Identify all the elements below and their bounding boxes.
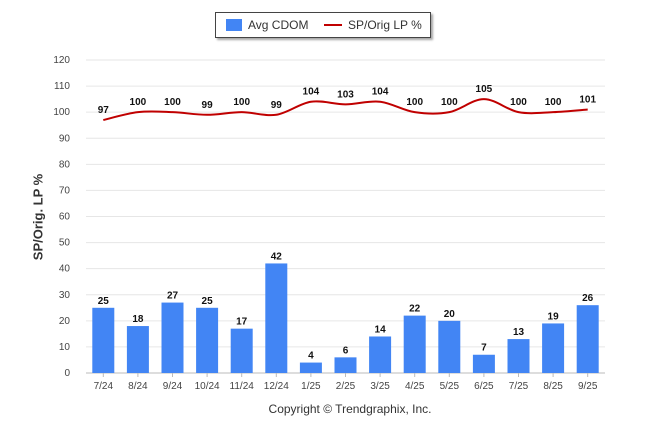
y-tick-label: 50: [59, 238, 71, 249]
y-tick-label: 100: [53, 107, 70, 118]
bar-data-label: 7: [481, 343, 487, 354]
bar-data-label: 4: [308, 351, 314, 362]
bar-data-label: 27: [167, 291, 179, 302]
line-data-label: 99: [202, 100, 214, 111]
x-tick-label: 3/25: [370, 381, 390, 392]
x-tick-label: 2/25: [336, 381, 356, 392]
legend-item-line: SP/Orig LP %: [324, 18, 422, 32]
y-tick-label: 30: [59, 290, 71, 301]
bar: [161, 302, 184, 373]
x-tick-label: 9/25: [578, 381, 598, 392]
bar: [576, 305, 599, 373]
line-data-label: 105: [476, 84, 493, 95]
bar: [230, 328, 253, 373]
bar: [196, 307, 219, 373]
x-tick-label: 12/24: [264, 381, 289, 392]
y-tick-label: 120: [53, 55, 70, 66]
bar: [334, 357, 357, 373]
bar: [507, 339, 530, 373]
bar-data-label: 42: [271, 251, 283, 262]
bar: [403, 315, 426, 373]
bar-data-label: 26: [582, 293, 594, 304]
y-tick-label: 10: [59, 342, 71, 353]
line-data-label: 103: [337, 89, 354, 100]
line-data-label: 104: [372, 87, 389, 98]
y-tick-label: 0: [64, 368, 70, 379]
legend-item-bars: Avg CDOM: [226, 18, 308, 32]
bar-data-label: 13: [513, 327, 525, 338]
bar: [542, 323, 565, 373]
bar-data-label: 25: [202, 296, 214, 307]
line-data-label: 101: [579, 95, 596, 106]
y-axis-label: SP/Orig. LP %: [30, 173, 46, 261]
x-tick-label: 10/24: [195, 381, 220, 392]
line-data-label: 100: [233, 97, 250, 108]
x-tick-label: 4/25: [405, 381, 425, 392]
line-data-label: 104: [303, 87, 320, 98]
bar-data-label: 25: [98, 296, 110, 307]
bar-data-label: 6: [343, 345, 349, 356]
line-data-label: 97: [98, 105, 110, 116]
x-tick-label: 8/25: [543, 381, 563, 392]
legend-label-line: SP/Orig LP %: [348, 18, 422, 32]
x-tick-label: 7/25: [509, 381, 529, 392]
legend-label-bars: Avg CDOM: [248, 18, 309, 32]
line-data-label: 100: [130, 97, 147, 108]
y-tick-label: 90: [59, 133, 71, 144]
bar-data-label: 18: [132, 314, 144, 325]
bar: [472, 354, 495, 373]
x-tick-label: 8/24: [128, 381, 148, 392]
x-tick-label: 9/24: [163, 381, 183, 392]
bar-data-label: 17: [236, 317, 248, 328]
series-line: [103, 98, 588, 121]
line-data-label: 100: [510, 97, 527, 108]
y-tick-label: 60: [59, 212, 71, 223]
x-tick-label: 1/25: [301, 381, 321, 392]
line-data-label: 100: [406, 97, 423, 108]
bar: [369, 336, 392, 373]
y-tick-label: 80: [59, 159, 71, 170]
line-data-label: 100: [441, 97, 458, 108]
legend-line-swatch: [324, 24, 342, 26]
x-tick-label: 7/24: [94, 381, 114, 392]
y-tick-label: 70: [59, 185, 71, 196]
legend: Avg CDOM SP/Orig LP %: [215, 12, 431, 38]
x-tick-label: 6/25: [474, 381, 494, 392]
line-data-label: 100: [545, 97, 562, 108]
bar-data-label: 22: [409, 304, 421, 315]
bar: [92, 307, 115, 373]
line-data-label: 100: [164, 97, 181, 108]
bar-data-label: 19: [548, 311, 560, 322]
bar-data-label: 14: [375, 324, 387, 335]
y-tick-label: 110: [54, 81, 70, 92]
copyright: Copyright © Trendgraphix, Inc.: [268, 402, 432, 416]
y-tick-label: 40: [59, 264, 71, 275]
y-tick-label: 20: [59, 316, 71, 327]
line-data-label: 99: [271, 100, 283, 111]
x-tick-label: 5/25: [440, 381, 460, 392]
bar: [299, 362, 322, 373]
bar: [265, 263, 288, 373]
bar: [126, 326, 149, 373]
legend-bar-swatch: [226, 19, 242, 31]
bar-data-label: 20: [444, 309, 456, 320]
x-tick-label: 11/24: [230, 381, 255, 392]
bar: [438, 320, 461, 373]
